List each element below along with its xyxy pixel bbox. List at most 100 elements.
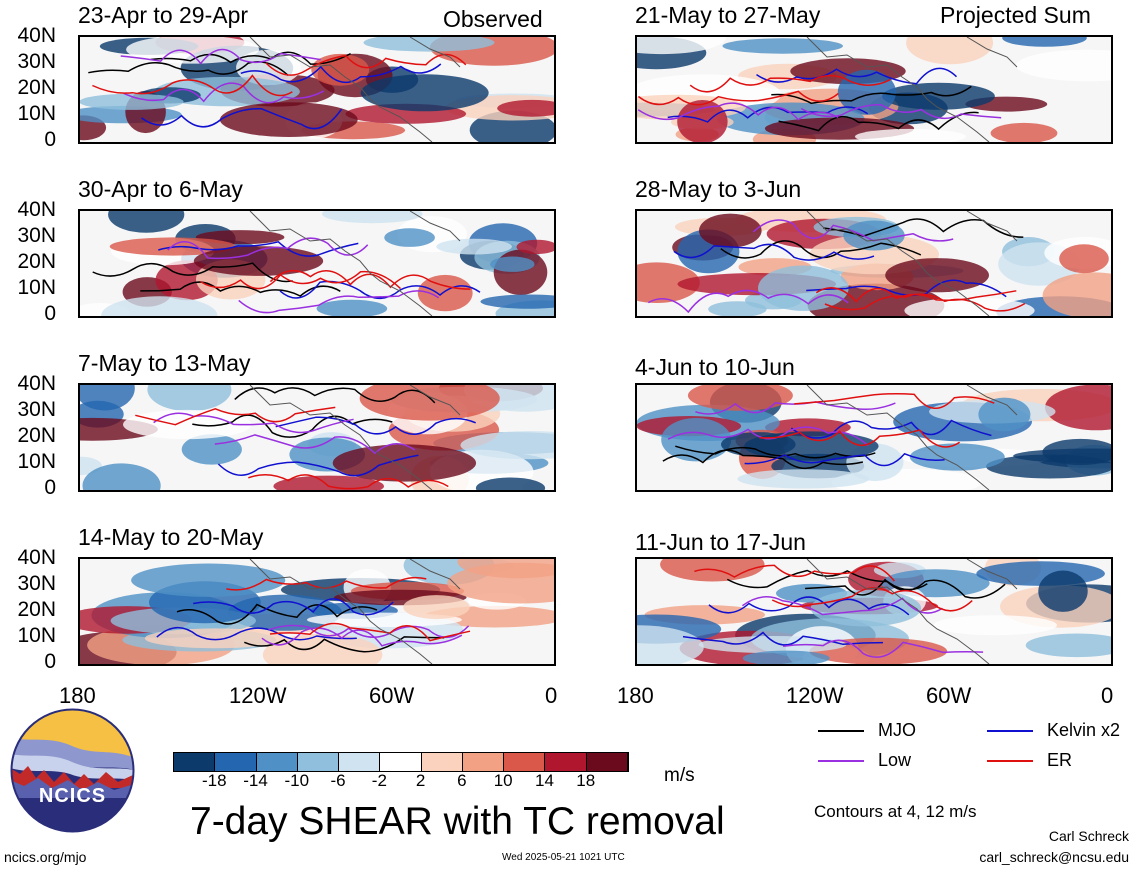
shear-anomaly-blob bbox=[460, 431, 554, 460]
y-tick-label: 20N bbox=[17, 598, 56, 621]
low-contour bbox=[782, 639, 984, 658]
shear-anomaly-blob bbox=[1015, 49, 1111, 82]
map-panel-projected-4 bbox=[635, 557, 1113, 666]
shear-anomaly-blob bbox=[447, 562, 554, 604]
shear-anomaly-blob bbox=[737, 469, 870, 489]
colorbar-swatch bbox=[215, 753, 257, 771]
mjo-contour bbox=[140, 281, 341, 297]
y-tick-label: 20N bbox=[17, 424, 56, 447]
kelvin-contour bbox=[673, 243, 875, 261]
low-contour bbox=[637, 102, 839, 121]
shear-anomaly-blob bbox=[363, 37, 495, 52]
y-tick-label: 10N bbox=[17, 450, 56, 473]
y-tick-label: 20N bbox=[17, 76, 56, 99]
er-contour bbox=[200, 270, 402, 290]
shear-anomaly-blob bbox=[978, 397, 1031, 432]
shear-anomaly-blob bbox=[493, 249, 548, 295]
mjo-contour bbox=[92, 262, 293, 283]
colorbar-swatch bbox=[174, 753, 216, 771]
shear-anomaly-blob bbox=[262, 633, 383, 664]
er-contour bbox=[759, 429, 961, 448]
shear-anomaly-blob bbox=[360, 74, 489, 112]
y-tick-label: 0 bbox=[44, 476, 56, 499]
map-panel-observed-4 bbox=[78, 557, 556, 666]
shear-anomaly-blob bbox=[698, 636, 847, 654]
shear-anomaly-blob bbox=[80, 93, 184, 110]
er-contour bbox=[694, 564, 895, 582]
mjo-contour bbox=[720, 240, 922, 259]
legend-kelvin: Kelvin x2 bbox=[1047, 720, 1121, 740]
legend-low: Low bbox=[878, 750, 912, 770]
colorbar-swatch bbox=[586, 753, 628, 771]
y-tick-label: 0 bbox=[44, 128, 56, 151]
mjo-contour bbox=[771, 85, 972, 105]
x-tick-label: 0 bbox=[1101, 683, 1114, 708]
mjo-contour bbox=[176, 603, 378, 625]
kelvin-contour bbox=[682, 631, 884, 646]
low-contour bbox=[214, 434, 416, 455]
y-tick-label: 40N bbox=[17, 24, 56, 47]
low-contour bbox=[261, 627, 463, 647]
kelvin-contour bbox=[217, 454, 419, 477]
er-contour bbox=[269, 270, 471, 290]
shear-anomaly-blob bbox=[699, 213, 762, 248]
shear-anomaly-blob bbox=[123, 409, 252, 440]
shear-anomaly-blob bbox=[384, 228, 435, 247]
shear-anomaly-blob bbox=[687, 385, 793, 411]
colorbar-swatch bbox=[462, 753, 505, 771]
y-tick-label: 10N bbox=[17, 102, 56, 125]
colorbar-label: -2 bbox=[371, 771, 387, 790]
shear-anomaly-blob bbox=[909, 443, 1005, 471]
colorbar-label: 2 bbox=[415, 771, 426, 790]
mjo-contour bbox=[192, 414, 393, 438]
panel-title: 14-May to 20-May bbox=[78, 524, 264, 550]
low-line-swatch bbox=[818, 760, 864, 762]
kelvin-contour bbox=[667, 106, 869, 123]
er-contour bbox=[248, 474, 449, 490]
shear-anomaly-blob bbox=[131, 563, 286, 597]
y-tick-label: 20N bbox=[17, 250, 56, 273]
projected-sum-header: Projected Sum bbox=[940, 2, 1091, 28]
shear-anomaly-blob bbox=[359, 385, 500, 421]
shear-anomaly-blob bbox=[475, 477, 546, 490]
footer-url: ncics.org/mjo bbox=[4, 849, 87, 865]
y-tick-label: 40N bbox=[17, 198, 56, 221]
shear-anomaly-blob bbox=[311, 53, 370, 86]
er-contour bbox=[135, 406, 336, 426]
shear-anomaly-blob bbox=[82, 463, 161, 490]
author-name: Carl Schreck bbox=[1048, 828, 1129, 844]
shear-anomaly-blob bbox=[1038, 570, 1088, 612]
kelvin-contour bbox=[279, 280, 481, 300]
shear-anomaly-blob bbox=[1059, 244, 1109, 274]
shear-anomaly-blob bbox=[436, 238, 512, 255]
colorbar-swatch bbox=[504, 753, 546, 771]
colorbar-label: -6 bbox=[330, 771, 346, 790]
x-tick-label: 60W bbox=[926, 683, 972, 708]
panel-title: 21-May to 27-May bbox=[635, 2, 821, 28]
author-email: carl_schreck@ncsu.edu bbox=[979, 849, 1129, 865]
shear-anomaly-blob bbox=[480, 294, 554, 309]
colorbar-label: 18 bbox=[576, 771, 596, 790]
colorbar-label: 14 bbox=[534, 771, 554, 790]
y-tick-label: 30N bbox=[17, 398, 56, 421]
y-tick-label: 0 bbox=[44, 650, 56, 673]
shear-anomaly-blob bbox=[403, 595, 470, 620]
shear-anomaly-blob bbox=[147, 385, 232, 412]
map-panel-observed-2 bbox=[78, 209, 556, 318]
shear-anomaly-blob bbox=[497, 99, 554, 117]
map-panel-projected-3 bbox=[635, 383, 1113, 492]
shear-anomaly-blob bbox=[144, 628, 286, 649]
y-tick-label: 40N bbox=[17, 546, 56, 569]
er-contour bbox=[92, 74, 293, 97]
shear-anomaly-blob bbox=[837, 69, 896, 115]
shear-anomaly-blob bbox=[637, 625, 704, 664]
coastline bbox=[806, 559, 1018, 664]
y-tick-label: 40N bbox=[17, 372, 56, 395]
er-contour bbox=[637, 90, 839, 106]
map-panel-observed-1 bbox=[78, 35, 556, 144]
footer-timestamp: Wed 2025-05-21 1021 UTC bbox=[502, 852, 625, 863]
shear-anomaly-blob bbox=[742, 650, 830, 664]
legend-er: ER bbox=[1047, 750, 1073, 770]
y-tick-label: 10N bbox=[17, 624, 56, 647]
ncics-logo: NCICS bbox=[10, 708, 135, 833]
